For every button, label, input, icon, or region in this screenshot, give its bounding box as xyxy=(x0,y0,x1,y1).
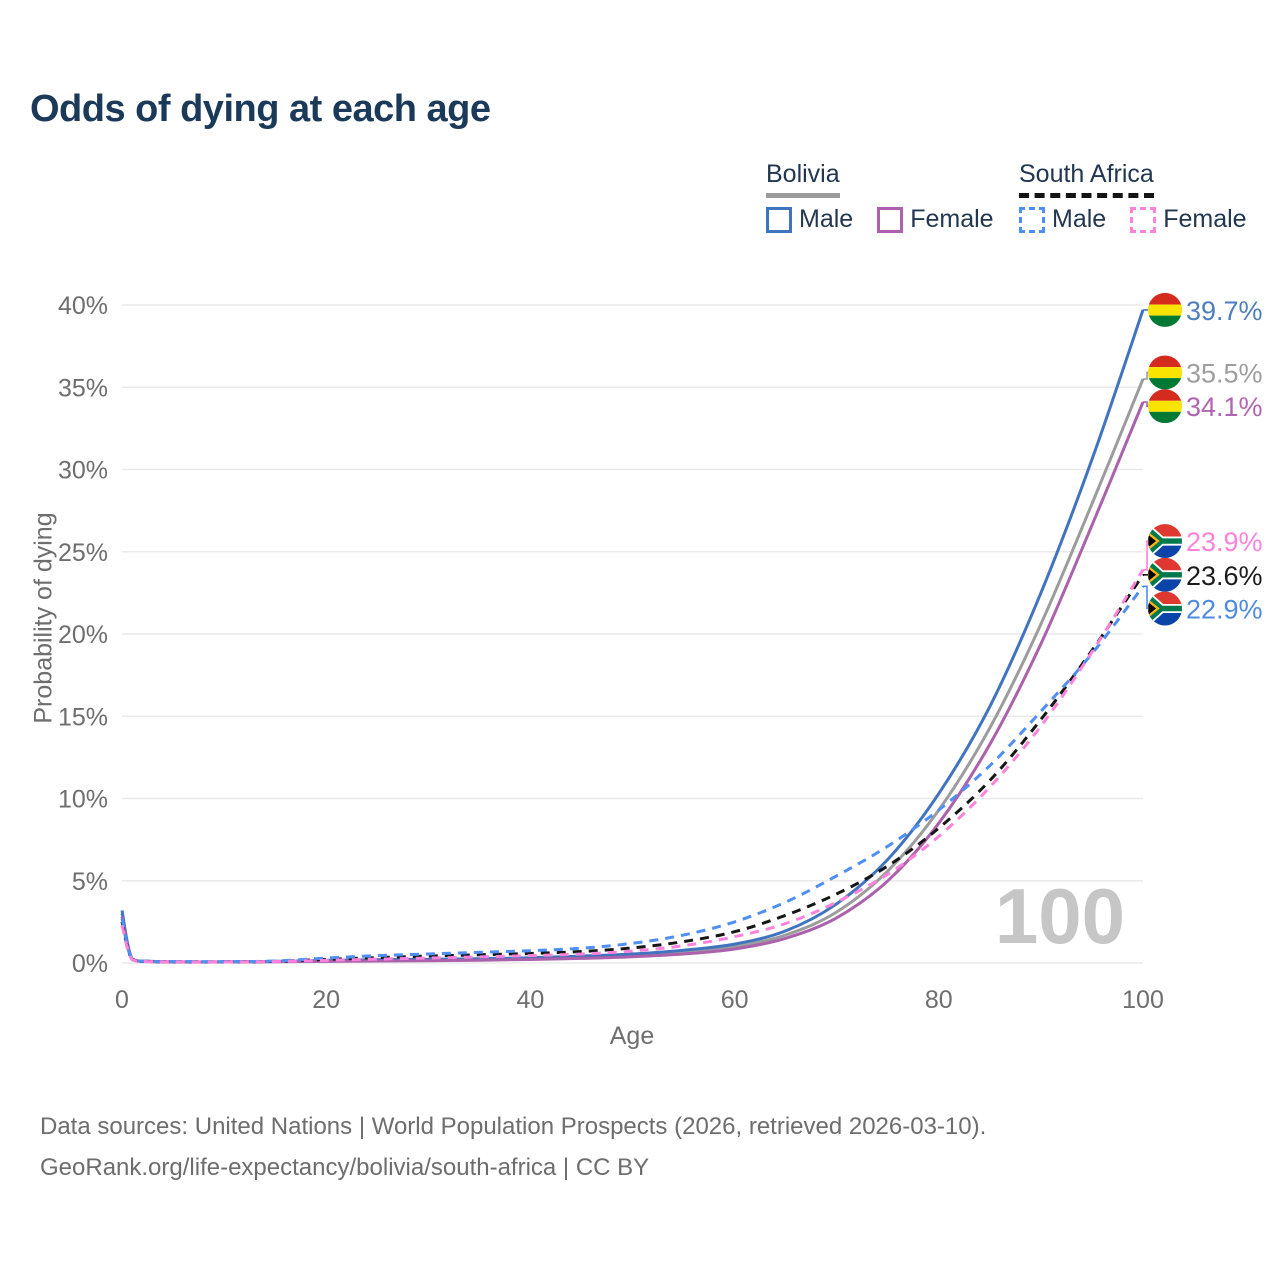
end-value-label-sa-male: 22.9% xyxy=(1186,595,1263,625)
x-tick-label: 60 xyxy=(721,986,749,1014)
y-tick-label: 0% xyxy=(72,950,108,978)
y-tick-label: 30% xyxy=(58,457,108,485)
legend-item-south-africa-male[interactable]: Male xyxy=(1019,205,1106,234)
series-line-bolivia-total xyxy=(120,378,1145,964)
source-line-2: GeoRank.org/life-expectancy/bolivia/sout… xyxy=(40,1154,650,1181)
flag-south-africa-icon xyxy=(1148,557,1182,592)
flag-south-africa-icon xyxy=(1148,524,1182,559)
x-axis-title: Age xyxy=(609,1022,655,1050)
bolivia-male-swatch-icon xyxy=(766,206,792,233)
hover-age-watermark: 100 xyxy=(994,872,1125,960)
end-value-label-bolivia-female: 34.1% xyxy=(1186,392,1263,422)
series-line-sa-male xyxy=(120,585,1145,964)
y-tick-label: 40% xyxy=(58,292,108,320)
source-caption: Data sources: United Nations | World Pop… xyxy=(40,1106,986,1188)
legend-country-south-africa[interactable]: South Africa xyxy=(1019,160,1154,198)
series-line-bolivia-male xyxy=(120,309,1145,964)
x-tick-label: 100 xyxy=(1122,986,1164,1014)
x-tick-label: 20 xyxy=(312,986,340,1014)
y-tick-label: 10% xyxy=(58,786,108,814)
x-tick-label: 40 xyxy=(516,986,544,1014)
bolivia-female-swatch-icon xyxy=(877,206,904,233)
flag-bolivia-icon xyxy=(1148,292,1182,327)
end-value-label-sa-female: 23.9% xyxy=(1186,527,1263,557)
source-line-1: Data sources: United Nations | World Pop… xyxy=(40,1113,987,1140)
legend-item-south-africa-female[interactable]: Female xyxy=(1130,205,1247,234)
page-title: Odds of dying at each age xyxy=(30,88,491,130)
legend-country-bolivia[interactable]: Bolivia xyxy=(766,160,840,198)
south-africa-female-swatch-icon xyxy=(1130,206,1157,233)
end-value-label-bolivia-total: 35.5% xyxy=(1186,358,1263,388)
end-value-label-bolivia-male: 39.7% xyxy=(1186,296,1263,326)
flag-bolivia-icon xyxy=(1148,389,1182,424)
south-africa-male-swatch-icon xyxy=(1019,206,1045,233)
legend-group-bolivia: Bolivia Male Female xyxy=(766,160,994,234)
legend-item-bolivia-female[interactable]: Female xyxy=(877,205,994,234)
y-tick-label: 35% xyxy=(58,374,108,402)
series-line-sa-female xyxy=(120,569,1145,964)
y-tick-label: 25% xyxy=(58,539,108,567)
x-tick-label: 0 xyxy=(115,986,129,1014)
x-tick-label: 80 xyxy=(925,986,953,1014)
end-value-label-sa-total: 23.6% xyxy=(1186,561,1263,591)
y-axis-title: Probability of dying xyxy=(29,512,58,724)
series-line-sa-total xyxy=(120,573,1145,964)
series-line-bolivia-female xyxy=(120,401,1145,964)
flag-south-africa-icon xyxy=(1148,591,1182,626)
legend-group-south-africa: South Africa Male Female xyxy=(1019,160,1247,234)
y-tick-label: 5% xyxy=(72,868,108,896)
flag-bolivia-icon xyxy=(1148,355,1182,390)
legend-item-bolivia-male[interactable]: Male xyxy=(766,205,853,234)
y-tick-label: 20% xyxy=(58,621,108,649)
y-tick-label: 15% xyxy=(58,703,108,731)
